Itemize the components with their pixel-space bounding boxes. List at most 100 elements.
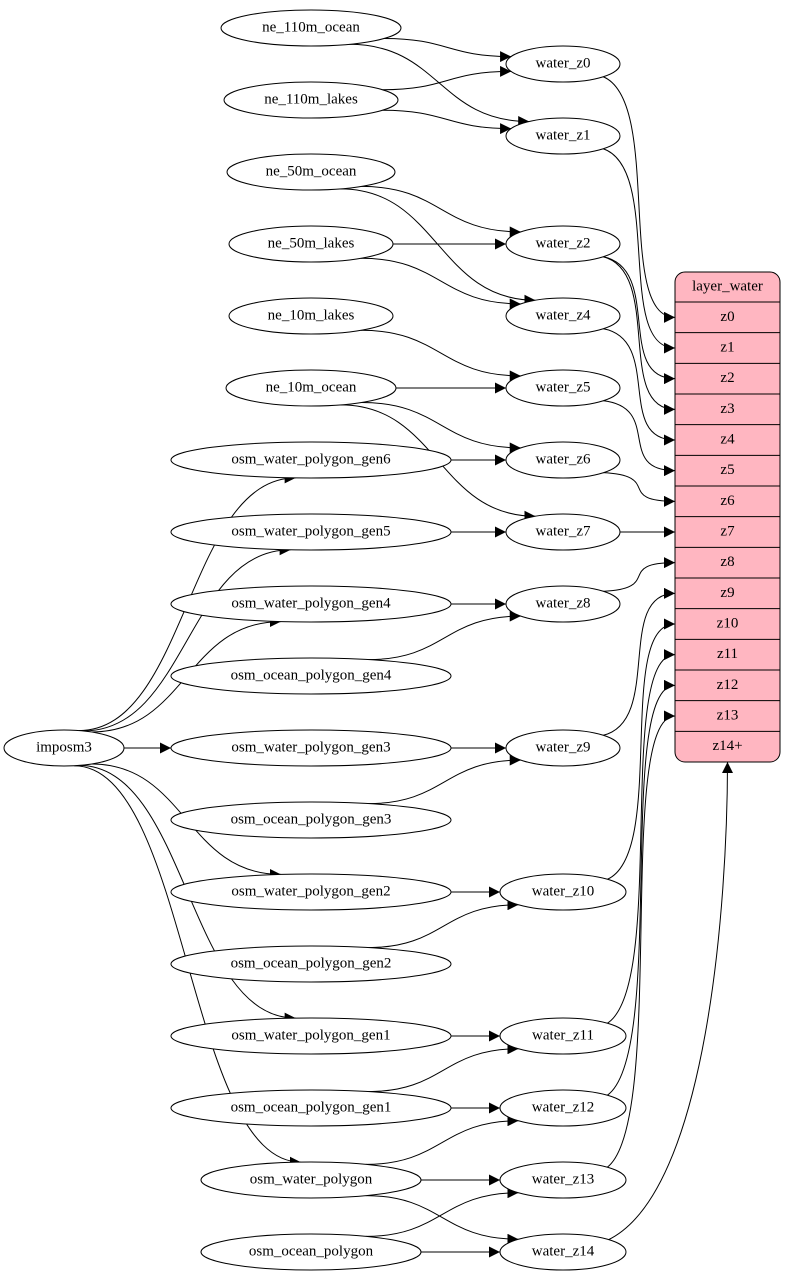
record-field: z14+: [712, 738, 742, 754]
node: [170, 657, 452, 695]
node-label: water_z2: [536, 235, 591, 251]
edge: [368, 1043, 519, 1093]
node: [228, 297, 394, 335]
node: [499, 1233, 627, 1271]
node: [505, 513, 621, 551]
node-label: water_z13: [532, 1171, 594, 1187]
node: [170, 1089, 452, 1127]
edge: [606, 618, 676, 880]
node-label: ne_10m_lakes: [268, 307, 355, 323]
node-label: water_z4: [536, 307, 591, 323]
edge: [602, 76, 676, 323]
node: [505, 117, 621, 155]
edge: [361, 401, 521, 454]
node: [499, 1161, 627, 1199]
node: [505, 441, 621, 479]
record-field: z2: [720, 370, 734, 386]
node: [170, 873, 452, 911]
edge: [602, 472, 676, 507]
edge: [606, 710, 676, 1168]
record-field: z4: [720, 431, 735, 447]
edge: [602, 557, 676, 592]
node: [499, 1017, 627, 1055]
node: [226, 153, 396, 191]
node-label: imposm3: [36, 739, 92, 755]
record-field: z8: [720, 554, 734, 570]
node-label: osm_ocean_polygon: [249, 1243, 374, 1259]
node-label: osm_ocean_polygon_gen4: [231, 667, 392, 683]
node: [170, 585, 452, 623]
edge: [606, 649, 676, 1024]
record-field: z11: [717, 646, 738, 662]
edge: [606, 679, 676, 1096]
node-label: osm_water_polygon_gen6: [231, 451, 391, 467]
edge: [602, 400, 676, 477]
node: [505, 225, 621, 263]
record-field: z12: [717, 677, 739, 693]
node-label: osm_water_polygon_gen2: [231, 883, 390, 899]
record-field: z0: [720, 309, 734, 325]
edge: [368, 754, 521, 805]
node: [499, 873, 627, 911]
edge: [361, 185, 521, 238]
node-label: osm_water_polygon: [250, 1171, 373, 1187]
edge: [602, 328, 676, 446]
node: [225, 369, 397, 407]
edge: [368, 610, 521, 661]
edges: [74, 37, 733, 1258]
edge: [607, 761, 733, 1241]
node-label: ne_50m_lakes: [268, 235, 355, 251]
node: [170, 1017, 452, 1055]
node-label: osm_water_polygon_gen4: [231, 595, 391, 611]
record-field: z6: [720, 493, 735, 509]
edge: [602, 256, 676, 415]
nodes: ne_110m_ocean ne_110m_lakes ne_50m_oceanne…: [3, 9, 627, 1271]
edge: [384, 37, 512, 63]
edge: [360, 257, 521, 310]
node: [228, 225, 394, 263]
node: [200, 1161, 422, 1199]
node: [200, 1233, 422, 1271]
node: [505, 297, 621, 335]
node-label: osm_ocean_polygon_gen3: [231, 811, 392, 827]
node-label: water_z11: [532, 1027, 594, 1043]
edge: [368, 899, 519, 949]
record-title: layer_water: [692, 278, 763, 294]
node: [505, 729, 621, 767]
node-label: water_z5: [536, 379, 591, 395]
node-label: ne_10m_ocean: [266, 379, 357, 395]
node-label: water_z14: [532, 1243, 595, 1259]
record-field: z1: [720, 339, 734, 355]
edge: [382, 109, 512, 135]
node: [505, 45, 621, 83]
node: [499, 1089, 627, 1127]
edge: [360, 329, 521, 382]
node: [170, 441, 452, 479]
node-label: water_z6: [536, 451, 591, 467]
edge: [365, 1195, 519, 1245]
node: [505, 369, 621, 407]
node-label: ne_50m_ocean: [266, 163, 357, 179]
record-field: z7: [720, 523, 735, 539]
record-field: z13: [717, 707, 739, 723]
node: [170, 945, 452, 983]
node-label: osm_ocean_polygon_gen2: [231, 955, 392, 971]
node: [3, 729, 125, 767]
node-label: water_z10: [532, 883, 594, 899]
node-label: water_z1: [536, 127, 591, 143]
record-field: z9: [720, 585, 734, 601]
node-label: water_z7: [536, 523, 591, 539]
layer-water-record: layer_water z0 z1 z2 z3 z4 z5 z6 z7 z8 z9 z10 z11 z12…: [674, 271, 781, 763]
node-label: water_z8: [536, 595, 591, 611]
edge: [602, 148, 676, 354]
node: [220, 9, 402, 47]
node-label: water_z12: [532, 1099, 594, 1115]
edge: [83, 544, 291, 732]
record-field: z5: [720, 462, 734, 478]
edge: [382, 65, 512, 91]
node: [170, 729, 452, 767]
node: [505, 585, 621, 623]
node-label: osm_water_polygon_gen3: [231, 739, 390, 755]
node-label: ne_110m_ocean: [262, 19, 360, 35]
